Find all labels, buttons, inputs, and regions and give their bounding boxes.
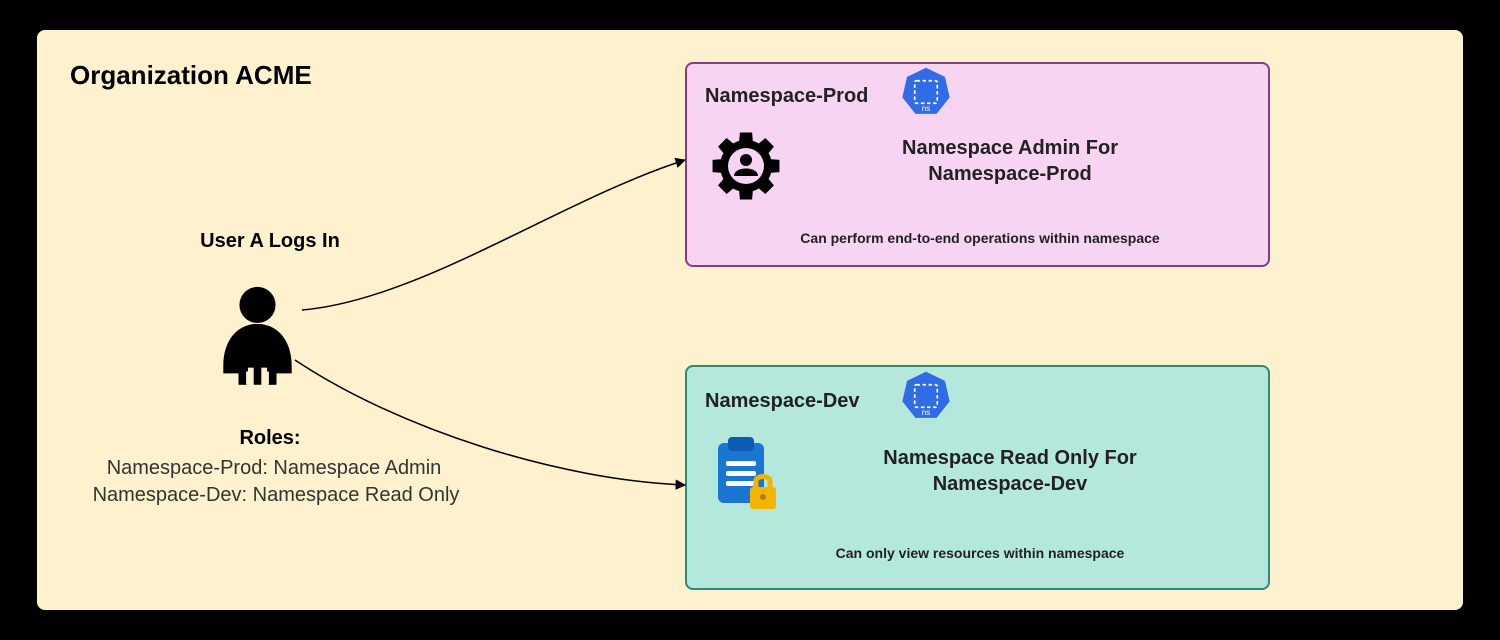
namespace-prod-desc: Can perform end-to-end operations within… (750, 230, 1210, 246)
namespace-dev-title: Namespace-Dev (705, 390, 860, 413)
ns-prod-role-line2: Namespace-Prod (928, 163, 1091, 185)
namespace-prod-title: Namespace-Prod (705, 85, 868, 108)
roles-heading: Roles: (160, 427, 380, 450)
ns-prod-role-line1: Namespace Admin For (902, 137, 1118, 159)
k8s-ns-icon-prod: ns (900, 66, 952, 118)
namespace-prod-role-title: Namespace Admin For Namespace-Prod (820, 135, 1200, 187)
clipboard-lock-icon (710, 435, 782, 513)
namespace-dev-role-title: Namespace Read Only For Namespace-Dev (810, 445, 1210, 497)
ns-dev-role-line1: Namespace Read Only For (883, 447, 1136, 469)
user-login-title: User A Logs In (120, 230, 420, 253)
roles-line-1: Namespace-Dev: Namespace Read Only (56, 484, 496, 507)
ns-dev-role-line2: Namespace-Dev (933, 473, 1088, 495)
namespace-dev-desc: Can only view resources within namespace (770, 545, 1190, 561)
roles-line-0: Namespace-Prod: Namespace Admin (74, 457, 474, 480)
k8s-ns-icon-dev: ns (900, 370, 952, 422)
gear-user-icon (710, 130, 782, 202)
user-icon (210, 280, 305, 385)
svg-text:ns: ns (922, 408, 930, 417)
svg-text:ns: ns (922, 104, 930, 113)
organization-title: Organization ACME (70, 60, 312, 91)
